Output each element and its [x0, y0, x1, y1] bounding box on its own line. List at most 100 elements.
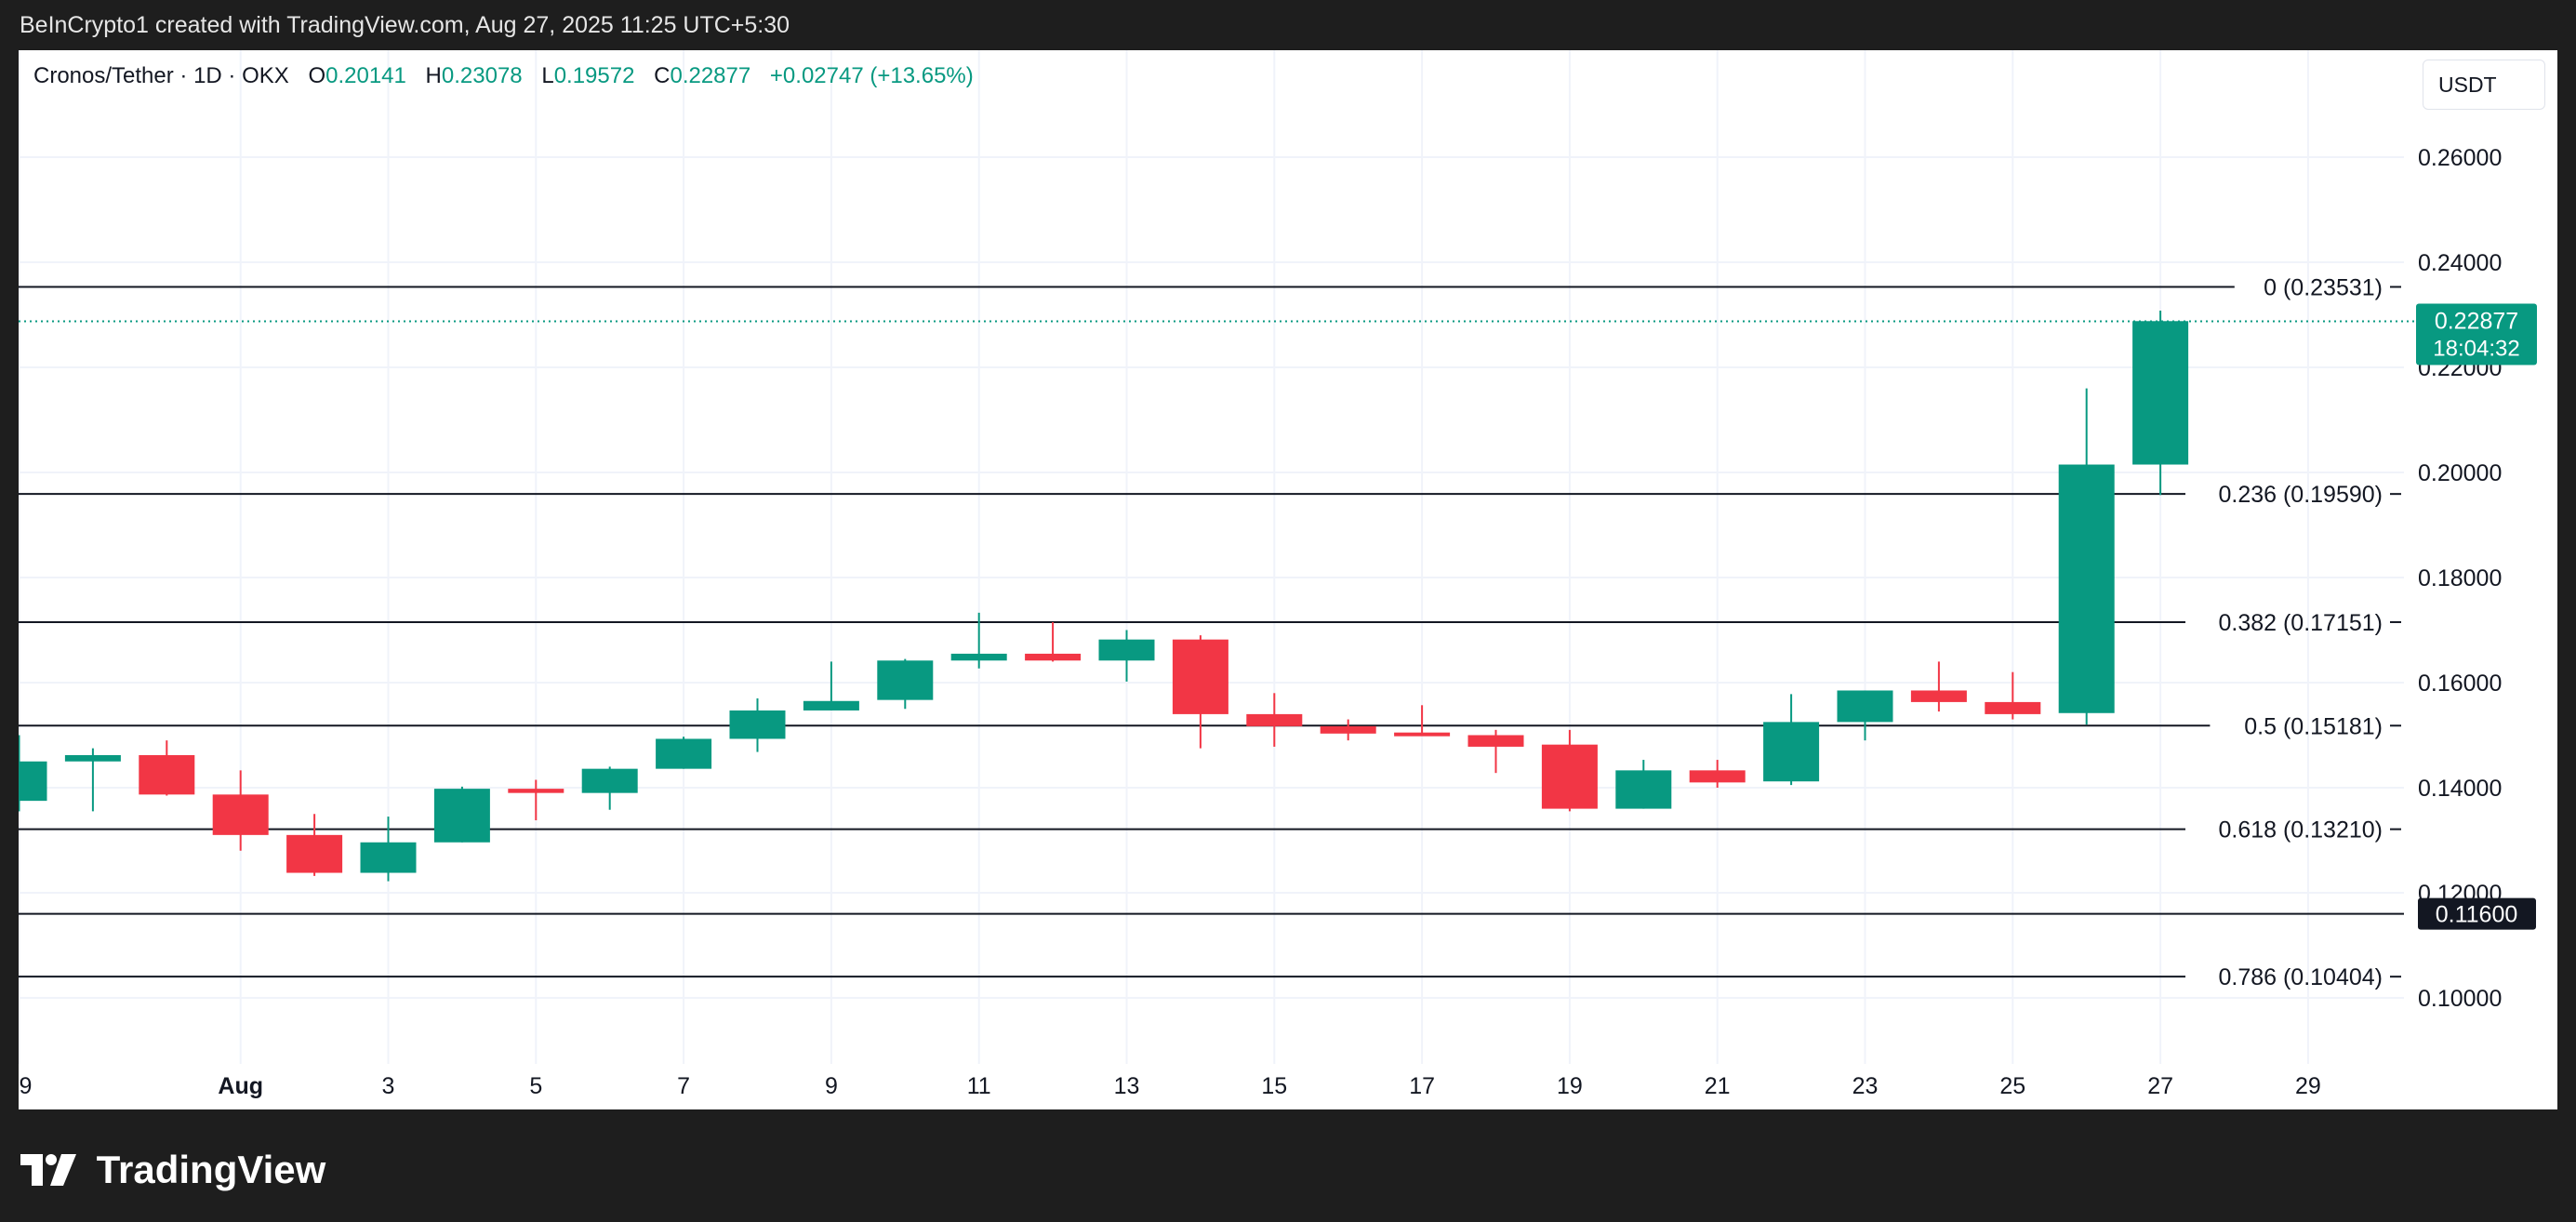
candle-body	[19, 761, 47, 802]
candle-body	[2132, 321, 2189, 465]
candle-body	[877, 660, 934, 700]
candle-up	[2058, 388, 2115, 725]
candle-body	[1910, 690, 1967, 702]
candle-body	[1025, 653, 1082, 661]
high-label: H	[425, 63, 442, 88]
candle-body	[139, 754, 195, 795]
candle-body	[508, 789, 564, 793]
low-label: L	[541, 63, 554, 88]
y-tick-label: 0.26000	[2418, 145, 2502, 171]
x-tick-label: 27	[2147, 1073, 2173, 1099]
candle-down	[1689, 760, 1746, 788]
x-tick-label: 15	[1261, 1073, 1287, 1099]
x-tick-label: 25	[1999, 1073, 2025, 1099]
candle-body	[1320, 725, 1376, 734]
candle-up	[19, 735, 47, 812]
fib-level-label: 0.382 (0.17151)	[2218, 610, 2383, 636]
candle-down	[212, 770, 269, 851]
low-value: 0.19572	[553, 63, 635, 88]
candle-body	[729, 710, 786, 739]
candle-body	[64, 754, 121, 762]
candle-up	[360, 817, 417, 882]
candle-down	[508, 779, 564, 821]
y-tick-label: 0.14000	[2418, 776, 2502, 802]
candle-down	[1394, 705, 1451, 737]
change-value: +0.02747 (+13.65%)	[769, 63, 974, 88]
candle-down	[1320, 719, 1376, 741]
candle-up	[877, 658, 934, 710]
high-value: 0.23078	[441, 63, 523, 88]
candle-up	[1763, 694, 1820, 786]
candle-body	[1394, 732, 1451, 737]
close-label: C	[654, 63, 671, 88]
x-tick-label: 7	[677, 1073, 690, 1099]
open-value: 0.20141	[325, 63, 406, 88]
candle-body	[1467, 735, 1524, 747]
candle-up	[1615, 760, 1672, 809]
x-tick-label: 29	[2295, 1073, 2321, 1099]
y-tick-label: 0.10000	[2418, 986, 2502, 1012]
candle-down	[1467, 729, 1524, 774]
candle-up	[656, 737, 712, 769]
y-tick-label: 0.20000	[2418, 460, 2502, 486]
candle-body	[1689, 770, 1746, 783]
candle-body	[212, 794, 269, 835]
candle-down	[139, 740, 195, 796]
candle-down	[1541, 729, 1598, 812]
fib-level-label: 0.786 (0.10404)	[2218, 964, 2383, 990]
y-tick-label: 0.16000	[2418, 671, 2502, 697]
close-value: 0.22877	[670, 63, 751, 88]
chart-panel[interactable]: 0.26000 0.24000 0.22000 0.20000 0.18000 0.160…	[19, 50, 2557, 1109]
candle-down	[286, 814, 343, 876]
candle-body	[433, 789, 490, 843]
candle-body	[1763, 722, 1820, 782]
candle-body	[803, 700, 859, 711]
candle-body	[360, 842, 417, 873]
candle-body	[1172, 639, 1228, 714]
x-tick-label: 13	[1114, 1073, 1140, 1099]
x-tick-label: 9	[825, 1073, 838, 1099]
candle-up	[64, 748, 121, 812]
x-tick-label: Aug	[218, 1073, 263, 1099]
fib-level-label: 0.236 (0.19590)	[2218, 482, 2383, 508]
candle-body	[1837, 690, 1893, 723]
x-tick-label: 23	[1852, 1073, 1879, 1099]
last-price-tag	[2416, 303, 2537, 365]
fib-level-label: 0.5 (0.15181)	[2244, 713, 2383, 739]
candle-down	[1246, 693, 1303, 747]
attribution-text: BeInCrypto1 created with TradingView.com…	[20, 12, 790, 38]
candle-up	[1098, 630, 1155, 682]
support-price-tag	[2418, 897, 2536, 930]
candle-up	[803, 661, 859, 711]
candle-body	[581, 768, 638, 793]
price-chart[interactable]: 0.260000.240000.220000.200000.180000.160…	[19, 50, 2557, 1109]
x-tick-label: 29	[19, 1073, 32, 1099]
candle-body	[1985, 701, 2041, 714]
candle-body	[656, 738, 712, 769]
x-tick-label: 3	[382, 1073, 395, 1099]
x-tick-label: 11	[967, 1073, 991, 1099]
tradingview-logo[interactable]: TradingView	[20, 1144, 326, 1191]
candle-body	[1246, 713, 1303, 726]
currency-button[interactable]: USDT	[2423, 60, 2545, 110]
brand-text: TradingView	[96, 1147, 326, 1191]
symbol-title[interactable]: Cronos/Tether · 1D · OKX	[33, 63, 289, 88]
x-tick-label: 21	[1705, 1073, 1731, 1099]
candle-body	[1615, 770, 1672, 809]
x-tick-label: 5	[529, 1073, 542, 1099]
candle-down	[1985, 671, 2041, 720]
candle-up	[729, 697, 786, 752]
candle-up	[2132, 310, 2189, 496]
ohlc-legend: Cronos/Tether · 1D · OKX O0.20141 H0.230…	[33, 63, 974, 89]
x-tick-label: 19	[1557, 1073, 1583, 1099]
candle-body	[1541, 744, 1598, 809]
bar-countdown-label: 18:04:32	[2433, 336, 2519, 361]
y-tick-label: 0.24000	[2418, 250, 2502, 276]
support-price-label: 0.11600	[2436, 902, 2518, 928]
tradingview-mark-icon	[20, 1153, 76, 1186]
candle-body	[1098, 639, 1155, 661]
candle-up	[433, 786, 490, 843]
candle-down	[1910, 661, 1967, 712]
candle-down	[1172, 635, 1228, 749]
last-price-label: 0.22877	[2435, 308, 2518, 334]
